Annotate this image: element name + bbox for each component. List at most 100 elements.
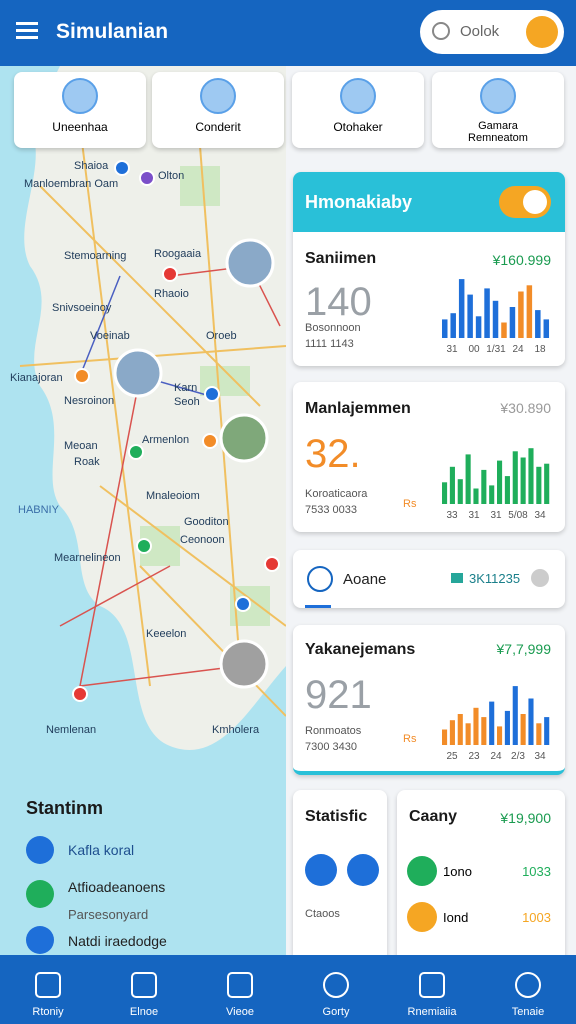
bar <box>520 714 526 745</box>
card: Hmonakiaby Saniimen ¥160.999 140 Bosonno… <box>293 172 565 366</box>
bar <box>504 710 510 745</box>
bar <box>442 482 448 504</box>
map-label: Nesroinon <box>64 395 115 407</box>
bar <box>518 291 524 338</box>
map-label: Nemlenan <box>46 724 97 736</box>
card: Statisfic Ctaoos <box>293 790 387 962</box>
card-title: Yakanejemans <box>305 641 416 658</box>
x-tick-label: 25 <box>446 751 458 762</box>
card: Manlajemmen ¥30.890 32. Koroaticaora 753… <box>293 382 565 532</box>
card-sub: 1111 1143 <box>305 338 354 350</box>
bar <box>512 686 518 745</box>
tab-label: Gamara Remneatom <box>468 120 528 144</box>
tab[interactable]: Uneenhaa <box>14 72 146 148</box>
nav-item[interactable]: Vieoe <box>192 972 288 1018</box>
nav-item[interactable]: Tenaie <box>480 972 576 1018</box>
bar <box>449 466 455 504</box>
map-label: Seoh <box>174 396 200 408</box>
nav-label: Rtoniy <box>32 1006 64 1018</box>
card: Aoane 3K11235 <box>293 550 565 608</box>
map-label: Armenlon <box>142 434 190 446</box>
card-amount: ¥30.890 <box>500 400 551 416</box>
icon[interactable] <box>531 569 549 587</box>
bar <box>544 463 550 504</box>
x-tick-label: 23 <box>468 751 480 762</box>
icon <box>26 880 54 908</box>
map-label: Stemoarning <box>64 250 127 262</box>
map <box>0 66 286 955</box>
x-tick-label: 2/3 <box>511 751 525 762</box>
station-item[interactable]: Parsesonyard <box>68 907 149 922</box>
station-item[interactable]: Kafla koral <box>68 842 135 858</box>
toggle-title: Hmonakiaby <box>305 192 413 212</box>
map-label: Keeelon <box>146 628 187 640</box>
bar <box>520 457 526 504</box>
bar <box>475 316 482 338</box>
bar <box>544 717 550 745</box>
icon <box>307 566 333 592</box>
nav-item[interactable]: Rtoniy <box>0 972 96 1018</box>
x-tick-label: 18 <box>534 344 546 355</box>
icon[interactable] <box>347 854 379 886</box>
bar <box>457 479 463 504</box>
card-title: Saniimen <box>305 250 377 267</box>
row-value: 1003 <box>522 910 551 925</box>
station-item[interactable]: Natdi iraedodge <box>68 933 167 949</box>
tab[interactable]: Conderit <box>152 72 284 148</box>
x-tick-label: 24 <box>490 751 502 762</box>
mini-chart: 31 00 1/31 24 18 <box>442 279 550 355</box>
card-sub: Ctaoos <box>305 908 340 920</box>
map-label: Ceonoon <box>180 534 225 546</box>
bar <box>501 322 507 338</box>
card-big: 921 <box>305 673 372 717</box>
card-big: 140 <box>305 280 372 324</box>
x-tick-label: 31 <box>490 510 502 521</box>
card: Caany ¥19,900 1ono 1033 Iond 1003 <box>397 790 565 962</box>
row-label: 1ono <box>443 864 472 879</box>
x-tick-label: 24 <box>512 344 524 355</box>
bar <box>536 723 542 745</box>
bar <box>484 288 490 338</box>
tab-label: Uneenhaa <box>52 120 108 134</box>
search-box[interactable]: Oolok <box>420 10 564 54</box>
icon <box>451 573 463 583</box>
bar <box>467 294 473 338</box>
x-tick-label: 34 <box>534 751 546 762</box>
card-amount: 3K11235 <box>469 571 521 586</box>
tab[interactable]: Gamara Remneatom <box>432 72 564 148</box>
icon <box>26 926 54 954</box>
stations-title: Stantinm <box>26 798 104 818</box>
tab-label: Otohaker <box>333 120 383 134</box>
map-label: Mnaleoiom <box>146 490 200 502</box>
station-item[interactable]: Atfioadeanoens <box>68 879 166 895</box>
bar <box>481 469 487 504</box>
card-title: Manlajemmen <box>305 400 411 417</box>
map-label: Oroeb <box>206 330 237 342</box>
avatar[interactable] <box>526 16 558 48</box>
row-value: 1033 <box>522 864 551 879</box>
nav-item[interactable]: Elnoe <box>96 972 192 1018</box>
mini-chart: 33 31 31 5/08 34 <box>442 448 550 521</box>
bar <box>509 307 516 338</box>
toggle[interactable] <box>499 186 551 218</box>
map-label: HABNIY <box>18 504 59 516</box>
bar <box>528 448 534 504</box>
menu-button[interactable] <box>16 22 38 25</box>
nav-item[interactable]: Gorty <box>288 972 384 1018</box>
bar <box>536 466 542 504</box>
map-label: Manloembran Oam <box>24 178 119 190</box>
tab[interactable]: Otohaker <box>292 72 424 148</box>
card-amount: ¥19,900 <box>500 810 551 826</box>
icon[interactable] <box>305 854 337 886</box>
nav-item[interactable]: Rnemiaiia <box>384 972 480 1018</box>
bar <box>489 485 495 504</box>
bar <box>512 451 518 504</box>
bar <box>543 319 550 338</box>
stations-panel: Stantinm Kafla koral Atfioadeanoens Pars… <box>0 790 284 955</box>
map-label: Roak <box>74 456 100 468</box>
unit: Rs <box>403 733 417 745</box>
bar <box>526 285 533 338</box>
x-tick-label: 33 <box>446 510 458 521</box>
icon <box>407 902 437 932</box>
bar <box>442 319 448 338</box>
